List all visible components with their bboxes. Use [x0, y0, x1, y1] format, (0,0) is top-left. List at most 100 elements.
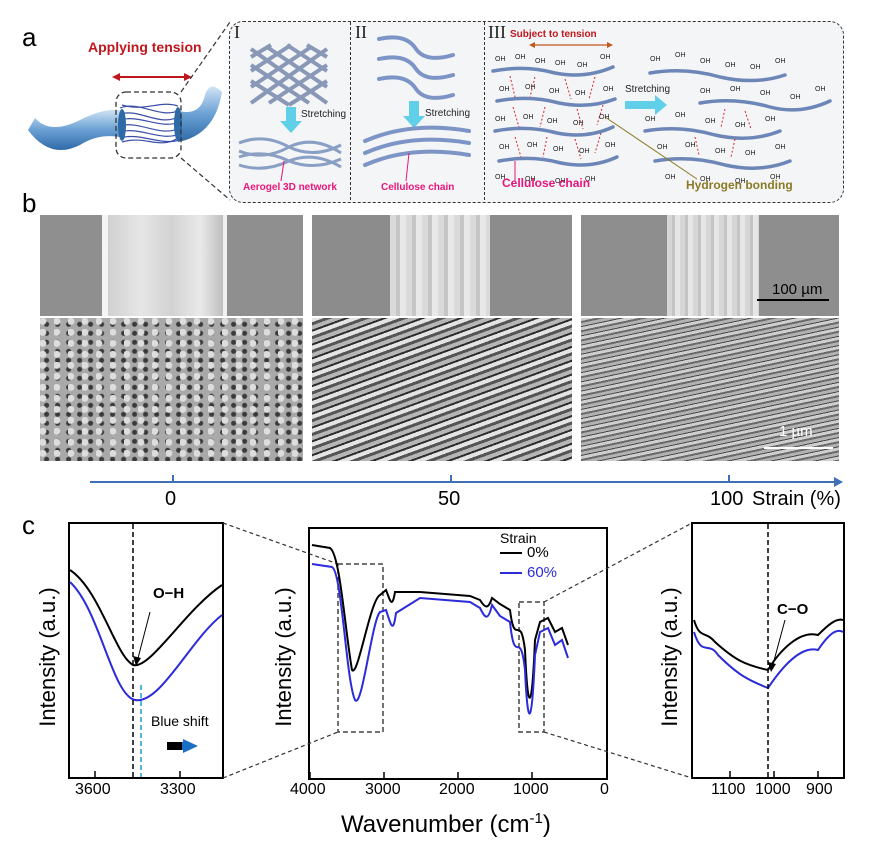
oh-label: OH — [715, 148, 726, 155]
stretch-label-iii: Stretching — [625, 84, 671, 95]
middle-tick-2000: 2000 — [439, 781, 475, 798]
oh-label: OH — [675, 112, 686, 119]
oh-label: OH — [585, 176, 596, 183]
mechanism-box — [229, 21, 844, 203]
oh-label: OH — [603, 86, 614, 93]
oh-label: OH — [700, 88, 711, 95]
left-tick-3600: 3600 — [75, 781, 111, 798]
oh-label: OH — [573, 120, 584, 127]
xlabel-close: ) — [542, 811, 551, 838]
ftir-figure — [68, 522, 845, 780]
strain-axis-label: Strain (%) — [752, 488, 841, 510]
oh-labels: OH OH OH OH OH OH OH OH OH OH OH OH OH OH OH OH OH OH OH OH… — [495, 52, 826, 185]
zoom-co-region — [518, 601, 545, 733]
sem-fiber-0 — [40, 215, 303, 316]
oh-label: OH — [523, 114, 534, 121]
cellulose-chain-illustration — [363, 35, 471, 182]
fiber-illustration — [28, 21, 231, 201]
oh-annotation: O−H — [153, 585, 185, 602]
oh-label: OH — [495, 56, 506, 63]
oh-label: OH — [650, 56, 661, 63]
oh-label: OH — [499, 144, 510, 151]
right-tick-1000: 1000 — [755, 781, 791, 798]
sem-fiber-100 — [581, 215, 839, 316]
strain-axis — [90, 475, 843, 487]
panel-b-label: b — [22, 188, 37, 218]
oh-label: OH — [700, 58, 711, 65]
legend-label-60: 60% — [527, 564, 558, 581]
oh-label: OH — [745, 150, 756, 157]
scale-label-100um: 100 µm — [772, 281, 823, 298]
xlabel: Wavenumber (cm-1) — [341, 810, 551, 839]
right-tick-900: 900 — [806, 781, 833, 798]
strain-tick-50: 50 — [438, 488, 461, 510]
left-curve-60 — [69, 581, 223, 702]
scale-label-1um: 1 µm — [779, 423, 813, 440]
middle-plot-frame — [308, 527, 608, 780]
section-iii-numeral: III — [488, 22, 506, 42]
sem-porous-50 — [312, 318, 572, 461]
aerogel-network-illustration — [238, 43, 342, 182]
oh-label: OH — [775, 144, 786, 151]
oh-label: OH — [730, 86, 741, 93]
tension-arrow — [112, 73, 192, 81]
oh-label: OH — [657, 144, 668, 151]
hydrogen-bond-illustration: OH OH OH OH OH OH OH OH OH OH OH OH OH OH OH OH OH OH OH OH… — [491, 42, 832, 185]
oh-label: OH — [760, 90, 771, 97]
middle-ylabel: Intensity (a.u.) — [271, 587, 296, 727]
oh-label: OH — [705, 118, 716, 125]
middle-tick-4000: 4000 — [290, 781, 326, 798]
right-plot-frame — [691, 522, 845, 779]
panel-c-label: c — [22, 510, 35, 540]
caption-hydrogen-bonding: Hydrogen bonding — [686, 178, 793, 192]
panel-a-label: a — [22, 22, 37, 52]
oh-label: OH — [495, 116, 506, 123]
zoom-oh-region — [337, 563, 384, 733]
left-tick-3300: 3300 — [160, 781, 196, 798]
oh-label: OH — [765, 116, 776, 123]
oh-label: OH — [575, 90, 586, 97]
oh-label: OH — [675, 52, 686, 59]
oh-label: OH — [725, 62, 736, 69]
oh-label: OH — [600, 54, 611, 61]
oh-label: OH — [555, 60, 566, 67]
oh-label: OH — [665, 174, 676, 181]
sem-porous-0 — [40, 318, 303, 461]
oh-label: OH — [685, 142, 696, 149]
xlabel-sup: -1 — [529, 810, 543, 827]
section-i-numeral: I — [234, 22, 240, 42]
scale-bar-1um — [764, 447, 833, 449]
oh-label: OH — [750, 64, 761, 71]
middle-curve-0 — [311, 544, 569, 699]
zoom-box — [115, 91, 182, 159]
oh-label: OH — [577, 62, 588, 69]
oh-label: OH — [700, 176, 711, 183]
middle-curve-60 — [311, 563, 569, 715]
middle-tick-3000: 3000 — [365, 781, 401, 798]
tension-label: Applying tension — [88, 39, 202, 55]
oh-label: OH — [515, 54, 526, 61]
oh-label: OH — [599, 114, 610, 121]
subject-tension-label: Subject to tension — [510, 29, 597, 40]
legend-title: Strain — [500, 530, 537, 546]
strain-tick-0: 0 — [165, 488, 177, 510]
oh-label: OH — [815, 86, 826, 93]
oh-label: OH — [549, 88, 560, 95]
legend-label-0: 0% — [527, 544, 549, 561]
oh-label: OH — [579, 148, 590, 155]
oh-label: OH — [770, 174, 781, 181]
oh-label: OH — [735, 178, 746, 185]
oh-label: OH — [499, 86, 510, 93]
fiber-tube — [28, 86, 222, 150]
oh-label: OH — [495, 174, 506, 181]
sem-fiber-50 — [312, 215, 572, 316]
caption-cellulose-iii: Cellulose chain — [502, 176, 591, 190]
oh-label: OH — [735, 122, 746, 129]
oh-label: OH — [645, 116, 656, 123]
middle-tick-0: 0 — [600, 781, 609, 798]
caption-cellulose-ii: Cellulose chain — [381, 182, 455, 193]
oh-label: OH — [525, 176, 536, 183]
stretch-label-i: Stretching — [301, 109, 347, 120]
oh-label: OH — [775, 58, 786, 65]
left-ylabel: Intensity (a.u.) — [35, 587, 60, 727]
